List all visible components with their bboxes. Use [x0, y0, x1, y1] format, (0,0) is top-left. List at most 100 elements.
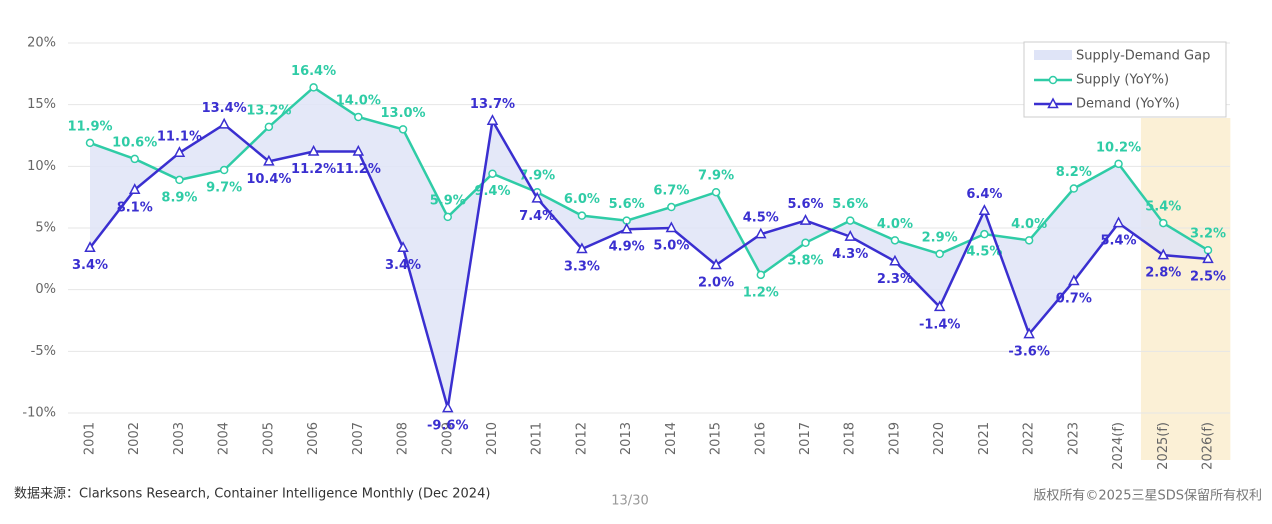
value-label: 7.4%	[519, 209, 555, 224]
point	[845, 216, 855, 225]
legend-marker	[1048, 75, 1058, 85]
value-label: 11.2%	[336, 162, 381, 177]
value-label: -1.4%	[919, 317, 960, 332]
x-tick-label: 2023	[1066, 422, 1081, 455]
point	[980, 229, 989, 239]
value-label: 14.0%	[336, 94, 381, 109]
point	[531, 191, 543, 203]
source: 数据来源：Clarksons Research, Container Intel…	[14, 487, 490, 502]
value-label: 13.7%	[470, 97, 515, 112]
value-label: 13.0%	[380, 106, 425, 121]
value-label: 0.7%	[1056, 292, 1092, 307]
point	[667, 202, 676, 212]
point	[935, 249, 944, 259]
x-tick-label: 2021	[977, 422, 992, 455]
x-tick-label: 2014	[664, 422, 679, 455]
value-label: 5.6%	[832, 197, 868, 212]
point	[175, 175, 184, 185]
value-label: 7.9%	[698, 169, 734, 184]
value-label: 7.9%	[519, 169, 555, 184]
x-tick-label: 2003	[172, 422, 187, 455]
y-tick-label: 5%	[35, 221, 56, 236]
point	[443, 212, 453, 222]
value-label: 3.8%	[787, 253, 823, 268]
legend-label: Supply-Demand Gap	[1076, 49, 1210, 64]
point	[264, 122, 274, 132]
x-tick-label: 2005	[261, 422, 276, 455]
value-label: 8.2%	[1056, 165, 1092, 180]
point	[978, 204, 991, 215]
point	[173, 146, 186, 158]
value-label: 11.1%	[157, 129, 202, 144]
value-label: 2.0%	[698, 276, 734, 291]
value-label: 5.4%	[1145, 200, 1181, 215]
x-tick-label: 2019	[887, 422, 902, 455]
point	[711, 187, 721, 197]
value-label: 10.4%	[246, 172, 291, 187]
value-label: 11.9%	[67, 119, 112, 134]
point	[1069, 184, 1079, 193]
x-tick-label: 2020	[932, 422, 947, 455]
x-tick-label: 2017	[798, 422, 813, 455]
point	[352, 144, 365, 156]
x-tick-label: 2012	[574, 422, 589, 455]
y-tick-label: -5%	[31, 344, 56, 359]
point	[397, 241, 409, 252]
x-tick-label: 2009	[440, 422, 455, 455]
value-label: 16.4%	[291, 64, 336, 79]
legend-swatch	[1034, 50, 1072, 60]
y-tick-label: 10%	[27, 159, 56, 174]
page-number: 13/30	[611, 494, 648, 509]
value-label: 5.9%	[430, 193, 466, 208]
point	[84, 241, 96, 252]
x-tick-label: 2022	[1022, 422, 1037, 455]
value-label: 6.0%	[564, 192, 600, 207]
point	[307, 144, 320, 156]
value-label: 5.4%	[1101, 234, 1137, 249]
x-tick-label: 2002	[127, 422, 142, 455]
x-tick-label: 2024(f)	[1111, 422, 1126, 470]
legend-label: Supply (YoY%)	[1076, 73, 1169, 88]
y-tick-label: 15%	[27, 97, 56, 112]
x-tick-label: 2004	[217, 422, 232, 455]
point	[889, 254, 901, 266]
point	[1202, 252, 1214, 264]
value-label: 1.2%	[743, 285, 779, 300]
point	[1159, 218, 1168, 228]
point	[1024, 236, 1034, 245]
value-label: 2.3%	[877, 272, 913, 287]
value-label: 5.6%	[787, 197, 823, 212]
gap-area	[90, 87, 1208, 409]
point	[844, 230, 856, 241]
value-label: 9.4%	[474, 184, 510, 199]
value-label: 13.4%	[202, 101, 247, 116]
x-tick-label: 2025(f)	[1156, 422, 1171, 470]
value-label: 8.9%	[161, 190, 197, 205]
forecast-highlight	[1140, 118, 1231, 460]
point	[1068, 274, 1080, 286]
value-label: 10.2%	[1096, 140, 1141, 155]
point	[398, 125, 408, 134]
point	[309, 83, 318, 92]
x-tick-label: 2006	[306, 422, 321, 455]
value-label: 4.0%	[1011, 217, 1047, 232]
point	[1114, 159, 1123, 169]
point	[576, 242, 588, 254]
value-label: 13.2%	[246, 103, 291, 118]
copyright: 版权所有©2025三星SDS保留所有权利	[1033, 488, 1262, 504]
y-tick-label: -10%	[22, 406, 56, 421]
x-tick-label: 2013	[619, 422, 634, 455]
value-label: 4.3%	[832, 247, 868, 262]
x-tick-label: 2008	[396, 422, 411, 455]
point	[263, 154, 275, 166]
point	[1023, 327, 1035, 339]
point	[488, 169, 497, 178]
value-label: 4.0%	[877, 217, 913, 232]
value-label: 2.5%	[1190, 269, 1226, 284]
x-tick-label: 2011	[530, 422, 545, 455]
value-label: 3.3%	[564, 259, 600, 274]
point	[665, 221, 678, 233]
value-label: 5.0%	[653, 239, 689, 254]
value-label: 6.4%	[966, 187, 1002, 202]
series-line	[89, 85, 1209, 277]
